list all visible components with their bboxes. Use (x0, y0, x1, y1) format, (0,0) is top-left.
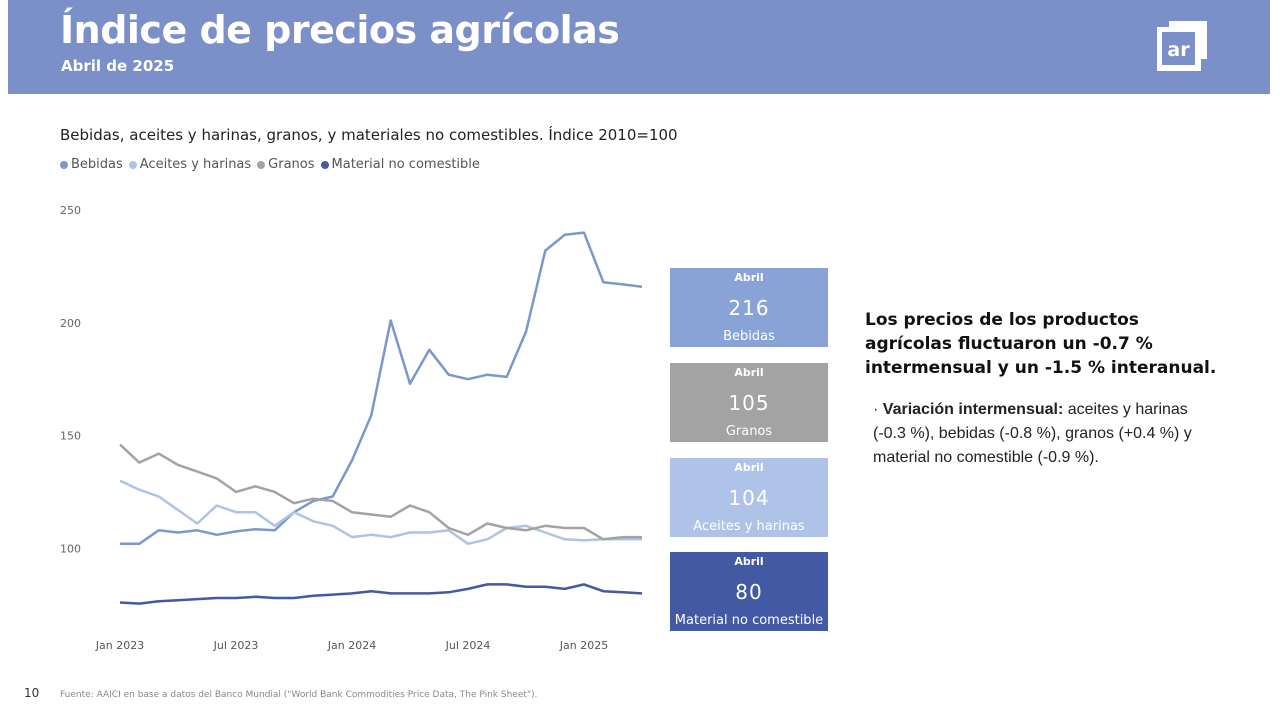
kpi-name: Aceites y harinas (693, 519, 805, 534)
kpi-card-bebidas: Abril 216 Bebidas (670, 268, 828, 347)
kpi-period: Abril (734, 461, 764, 474)
bullet-point: · Variación intermensual: aceites y hari… (873, 398, 1223, 470)
x-tick-label: Jan 2025 (559, 639, 608, 652)
kpi-period: Abril (734, 366, 764, 379)
kpi-period: Abril (734, 555, 764, 568)
legend-dot-icon (128, 160, 137, 169)
legend-item-granos[interactable]: Granos (257, 157, 315, 172)
legend-label: Material no comestible (331, 157, 480, 172)
kpi-card-material: Abril 80 Material no comestible (670, 552, 828, 631)
y-tick-label: 100 (60, 542, 81, 555)
x-tick-label: Jan 2024 (327, 639, 376, 652)
bullet-label: Variación intermensual: (882, 401, 1064, 418)
summary-text: Los precios de los productos agrícolas f… (865, 310, 1217, 378)
series-line-material-no-comestible[interactable] (119, 583, 643, 605)
chart-title: Bebidas, aceites y harinas, granos, y ma… (60, 126, 678, 144)
line-chart: 100 150 200 250 Jan 2023 Jul 2023 Jan 2024 Jul … (60, 204, 643, 652)
kpi-value: 216 (728, 296, 770, 320)
ar-logo-icon: ar (1157, 21, 1207, 71)
legend-dot-icon (257, 160, 266, 169)
kpi-name: Bebidas (723, 329, 775, 344)
legend-label: Bebidas (71, 157, 123, 172)
y-tick-label: 250 (60, 204, 81, 217)
kpi-name: Granos (725, 424, 773, 439)
series-line-granos[interactable] (119, 443, 642, 541)
page-number: 10 (24, 686, 40, 700)
legend-label: Aceites y harinas (139, 157, 252, 172)
x-tick-label: Jul 2023 (213, 639, 259, 652)
page-subtitle: Abril de 2025 (61, 57, 175, 75)
kpi-value: 104 (728, 486, 770, 510)
legend-item-bebidas[interactable]: Bebidas (60, 157, 123, 172)
legend-label: Granos (268, 157, 315, 172)
legend-item-aceites[interactable]: Aceites y harinas (128, 157, 252, 172)
x-tick-label: Jul 2024 (445, 639, 491, 652)
kpi-period: Abril (734, 271, 764, 284)
legend-dot-icon (60, 160, 68, 169)
bullet-text: aceites y harinas (-0.3 %), bebidas (-0.… (873, 401, 1192, 466)
y-tick-label: 150 (60, 430, 81, 443)
kpi-card-granos: Abril 105 Granos (670, 363, 828, 442)
chart-legend: Bebidas Aceites y harinas Granos Materia… (60, 157, 480, 172)
kpi-card-aceites: Abril 104 Aceites y harinas (670, 458, 828, 537)
source-note: Fuente: AAICI en base a datos del Banco … (60, 690, 538, 700)
legend-item-material[interactable]: Material no comestible (320, 157, 480, 172)
x-tick-label: Jan 2023 (95, 639, 144, 652)
header-banner: Índice de precios agrícolas Abril de 202… (8, 0, 1270, 94)
kpi-name: Material no comestible (674, 613, 824, 628)
logo-text: ar (1167, 39, 1190, 61)
series-line-aceites-y-harinas[interactable] (119, 479, 642, 546)
legend-dot-icon (320, 160, 329, 169)
y-tick-label: 200 (60, 317, 81, 330)
kpi-value: 105 (728, 391, 770, 415)
kpi-value: 80 (735, 580, 763, 604)
bullet-marker: · (873, 401, 879, 418)
page-title: Índice de precios agrícolas (60, 8, 620, 52)
series-line-bebidas[interactable] (120, 231, 643, 546)
